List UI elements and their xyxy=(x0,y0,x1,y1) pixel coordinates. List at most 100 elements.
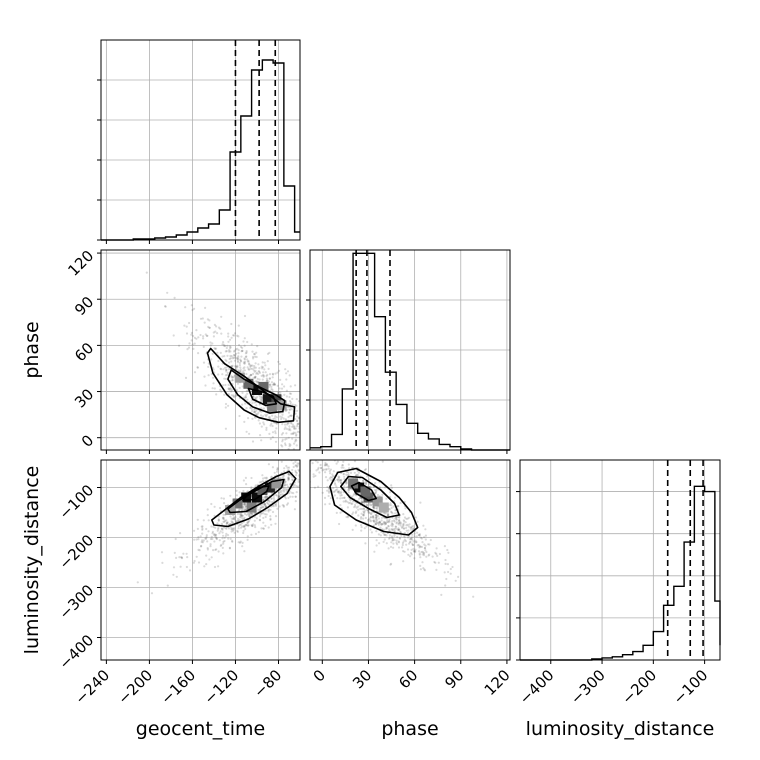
sample-point xyxy=(389,502,392,505)
sample-point xyxy=(241,522,244,525)
sample-point xyxy=(253,370,256,373)
sample-point xyxy=(253,411,256,414)
sample-point xyxy=(261,378,264,381)
sample-point xyxy=(292,465,295,469)
sample-point xyxy=(258,519,262,522)
sample-point xyxy=(418,533,421,536)
sample-point xyxy=(251,524,254,528)
sample-point xyxy=(211,532,214,535)
sample-point xyxy=(336,488,339,491)
sample-point xyxy=(319,463,322,467)
sample-point xyxy=(264,495,267,499)
sample-point xyxy=(222,540,225,544)
sample-point xyxy=(411,542,414,545)
sample-point xyxy=(304,472,306,474)
sample-point xyxy=(275,493,278,497)
sample-point xyxy=(344,499,347,502)
sample-point xyxy=(283,470,286,473)
sample-point xyxy=(182,552,185,555)
sample-point xyxy=(291,397,294,400)
sample-point xyxy=(338,490,341,493)
sample-point xyxy=(246,538,249,542)
sample-point xyxy=(195,337,198,340)
sample-point xyxy=(255,404,258,407)
sample-point xyxy=(295,433,298,436)
sample-point xyxy=(411,538,414,541)
sample-point xyxy=(404,507,407,510)
sample-point xyxy=(398,537,402,540)
sample-point xyxy=(243,362,246,365)
sample-point xyxy=(347,471,350,474)
sample-point xyxy=(414,550,417,553)
sample-point xyxy=(270,422,273,425)
sample-point xyxy=(306,403,308,405)
sample-point xyxy=(231,527,234,530)
sample-point xyxy=(336,478,339,481)
sample-point xyxy=(250,486,253,489)
sample-point xyxy=(380,516,384,519)
sample-point xyxy=(253,376,257,380)
sample-point xyxy=(397,540,400,543)
sample-point xyxy=(345,473,348,476)
sample-point xyxy=(357,471,360,474)
sample-point xyxy=(339,481,342,485)
sample-point xyxy=(254,362,257,365)
sample-point xyxy=(243,550,246,553)
sample-point xyxy=(302,495,304,497)
sample-point xyxy=(287,479,290,482)
sample-point xyxy=(289,483,292,486)
sample-point xyxy=(295,465,299,468)
sample-point xyxy=(281,432,285,435)
sample-point xyxy=(245,350,248,353)
sample-point xyxy=(310,454,312,456)
sample-point xyxy=(373,520,376,523)
sample-point xyxy=(296,462,299,465)
sample-point xyxy=(342,472,345,475)
sample-point xyxy=(229,354,232,358)
sample-point xyxy=(243,369,246,372)
sample-point xyxy=(424,544,427,547)
sample-point xyxy=(294,427,297,430)
sample-point xyxy=(413,549,416,552)
sample-point xyxy=(235,367,238,370)
sample-point xyxy=(393,527,396,530)
sample-point xyxy=(374,523,378,526)
sample-point xyxy=(363,468,366,472)
sample-point xyxy=(213,533,216,536)
sample-point xyxy=(269,424,272,427)
sample-point xyxy=(329,497,332,500)
sample-point xyxy=(420,550,423,554)
sample-point xyxy=(261,480,264,483)
sample-point xyxy=(416,520,419,523)
sample-point xyxy=(370,531,373,534)
sample-point xyxy=(261,396,264,399)
contour-level-3 xyxy=(350,481,377,502)
sample-point xyxy=(277,495,280,498)
sample-point xyxy=(278,495,281,498)
sample-point xyxy=(304,455,306,457)
sample-point xyxy=(376,507,379,510)
sample-point xyxy=(376,518,379,521)
sample-point xyxy=(284,442,287,445)
sample-point xyxy=(424,528,427,531)
sample-point xyxy=(362,514,365,517)
sample-point xyxy=(369,520,372,523)
sample-point xyxy=(380,523,383,526)
sample-point xyxy=(234,516,237,519)
sample-point xyxy=(328,502,331,505)
sample-point xyxy=(302,468,304,470)
sample-point xyxy=(213,387,216,390)
sample-point xyxy=(374,522,377,526)
sample-point xyxy=(205,554,208,557)
sample-point xyxy=(345,481,348,484)
sample-point xyxy=(206,334,209,337)
sample-point xyxy=(314,463,316,465)
sample-point xyxy=(290,414,293,417)
sample-point xyxy=(321,469,324,472)
sample-point xyxy=(217,519,220,522)
sample-point xyxy=(326,489,329,492)
sample-point xyxy=(360,526,363,529)
sample-point xyxy=(281,440,284,443)
sample-point xyxy=(362,513,365,516)
sample-point xyxy=(237,541,240,544)
